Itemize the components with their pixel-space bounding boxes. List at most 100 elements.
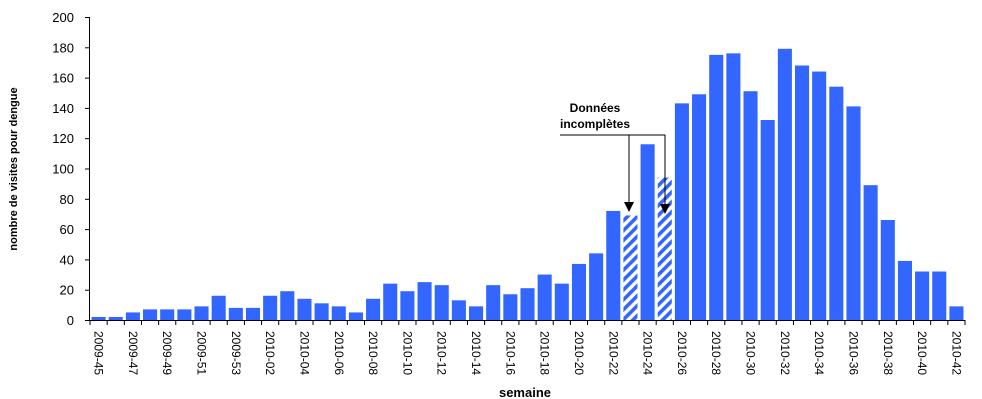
y-tick-label: 40	[60, 252, 74, 267]
x-tick-label: 2010-10	[400, 331, 414, 375]
y-tick-label: 80	[60, 192, 74, 207]
bar	[777, 48, 792, 321]
bar-incomplete	[623, 215, 638, 320]
bar	[108, 316, 123, 320]
annotation-line-1: Données	[570, 101, 621, 115]
x-tick-label: 2010-42	[949, 331, 963, 375]
y-tick-label: 180	[52, 40, 74, 55]
bar	[383, 283, 398, 320]
y-tick-label: 140	[52, 101, 74, 116]
bar	[91, 316, 106, 320]
bar	[366, 298, 381, 320]
y-tick-label: 200	[52, 10, 74, 25]
incomplete-data-annotation: Données incomplètes	[560, 101, 670, 214]
annotation-arrowhead-1	[624, 202, 634, 212]
x-tick-label: 2010-40	[915, 331, 929, 375]
bars-group	[91, 48, 964, 321]
bar	[915, 271, 930, 320]
bar	[537, 274, 552, 320]
bar	[314, 303, 329, 320]
x-tick-label: 2009-45	[92, 331, 106, 375]
y-axis-title: nombre de visites pour dengue	[8, 87, 20, 250]
x-tick-label: 2010-18	[538, 331, 552, 375]
bar	[863, 185, 878, 320]
bar	[812, 71, 827, 320]
bar	[692, 94, 707, 321]
bar	[211, 295, 226, 320]
x-tick-label: 2010-20	[572, 331, 586, 375]
bar	[486, 285, 501, 320]
x-tick-label: 2010-32	[778, 331, 792, 375]
bar	[520, 288, 535, 320]
x-tick-label: 2010-28	[709, 331, 723, 375]
bar	[554, 283, 569, 320]
bar	[331, 306, 346, 320]
x-tick-label: 2010-30	[744, 331, 758, 375]
bar	[760, 120, 775, 321]
x-tick-label: 2010-22	[606, 331, 620, 375]
annotation-line-2: incomplètes	[560, 117, 630, 131]
x-tick-label: 2010-08	[366, 331, 380, 375]
x-tick-label: 2010-38	[881, 331, 895, 375]
y-tick-label: 60	[60, 222, 74, 237]
x-tick-label: 2009-51	[195, 331, 209, 375]
bar	[125, 312, 140, 320]
x-tick-label: 2010-04	[297, 331, 311, 375]
bar	[297, 298, 312, 320]
bar	[846, 106, 861, 320]
bar	[451, 300, 466, 320]
x-axis: 2009-45 2009-47 2009-49 2009-51 2009-53 2010-…	[89, 320, 966, 375]
bar	[143, 309, 158, 320]
y-tick-label: 100	[52, 162, 74, 177]
x-tick-label: 2010-16	[503, 331, 517, 375]
bar	[949, 306, 964, 320]
bar	[674, 103, 689, 320]
bar	[469, 306, 484, 320]
bar	[726, 53, 741, 321]
x-tick-label: 2009-53	[229, 331, 243, 375]
x-tick-label: 2010-12	[435, 331, 449, 375]
y-tick-label: 0	[67, 313, 74, 328]
bar	[177, 309, 192, 320]
bar	[348, 312, 363, 320]
x-tick-label: 2010-34	[812, 331, 826, 375]
annotation-bracket	[560, 134, 666, 205]
x-tick-label: 2010-36	[846, 331, 860, 375]
bar	[743, 91, 758, 320]
bar	[434, 285, 449, 320]
bar	[932, 271, 947, 320]
y-tick-label: 120	[52, 131, 74, 146]
x-tick-label: 2010-14	[469, 331, 483, 375]
x-tick-label: 2010-24	[641, 331, 655, 375]
bar	[280, 291, 295, 320]
x-axis-title: semaine	[499, 385, 551, 399]
bar	[160, 309, 175, 320]
bar	[794, 65, 810, 320]
x-tick-label: 2010-02	[263, 331, 277, 375]
y-tick-label: 20	[60, 283, 74, 298]
bar	[503, 294, 518, 320]
bar	[417, 282, 432, 321]
bar	[880, 220, 895, 320]
bar	[400, 291, 415, 320]
bar	[228, 307, 243, 320]
bar	[245, 307, 261, 320]
bar	[263, 295, 278, 320]
x-tick-label: 2009-49	[160, 331, 174, 375]
bar	[640, 144, 655, 320]
y-tick-label: 160	[52, 71, 74, 86]
bar	[829, 86, 844, 320]
annotation-arrowhead-2	[660, 204, 670, 214]
bar	[194, 306, 209, 320]
y-axis: 0 20 40 60 80 100 120 140 160 180 200	[52, 10, 90, 328]
x-tick-label: 2010-26	[675, 331, 689, 375]
bar	[709, 54, 724, 321]
bar-incomplete	[657, 177, 672, 320]
bar	[897, 260, 912, 320]
bar	[589, 253, 604, 320]
x-tick-label: 2010-06	[332, 331, 346, 375]
bar	[606, 210, 621, 320]
x-tick-label: 2009-47	[126, 331, 140, 375]
bar	[571, 263, 587, 320]
